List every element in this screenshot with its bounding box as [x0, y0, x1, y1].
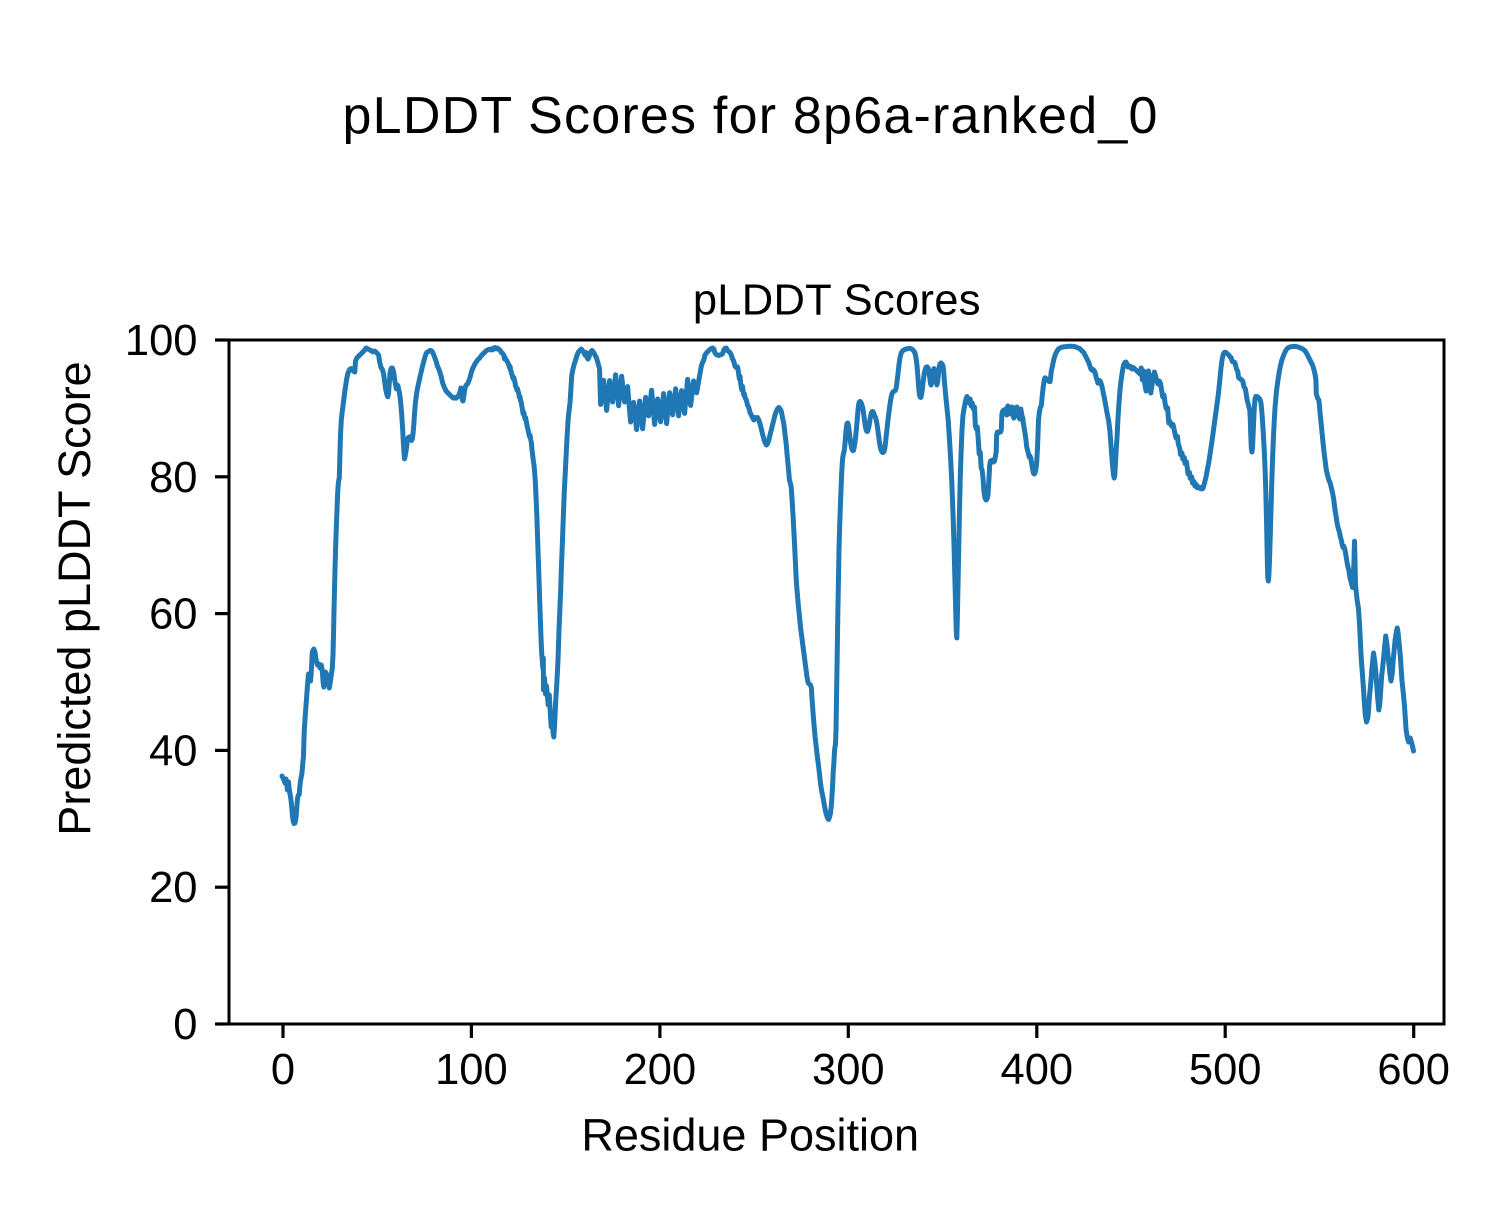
svg-text:40: 40: [149, 727, 197, 775]
svg-text:Residue Position: Residue Position: [581, 1110, 919, 1161]
svg-text:100: 100: [435, 1046, 508, 1094]
svg-text:0: 0: [173, 1001, 197, 1049]
svg-text:100: 100: [125, 317, 198, 365]
svg-text:pLDDT Scores: pLDDT Scores: [693, 277, 981, 325]
svg-text:pLDDT Scores for 8p6a-ranked_0: pLDDT Scores for 8p6a-ranked_0: [343, 87, 1159, 145]
svg-text:80: 80: [149, 454, 197, 502]
svg-text:200: 200: [624, 1046, 697, 1094]
svg-text:20: 20: [149, 864, 197, 912]
svg-text:0: 0: [271, 1046, 295, 1094]
svg-text:600: 600: [1377, 1046, 1450, 1094]
svg-text:Predicted pLDDT Score: Predicted pLDDT Score: [49, 361, 100, 835]
svg-text:500: 500: [1189, 1046, 1262, 1094]
svg-text:400: 400: [1001, 1046, 1074, 1094]
svg-text:60: 60: [149, 591, 197, 639]
svg-text:300: 300: [812, 1046, 885, 1094]
